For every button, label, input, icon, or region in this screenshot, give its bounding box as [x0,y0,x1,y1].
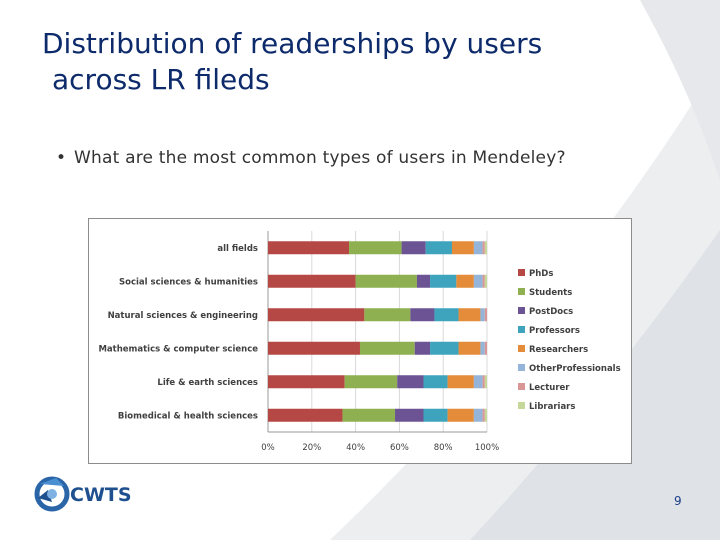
category-label: Natural sciences & engineering [108,311,258,321]
bar-segment [268,408,343,422]
category-label: Social sciences & humanities [119,277,258,287]
bar-segment [364,308,411,322]
legend-label: Lecturer [529,383,570,393]
x-tick-label: 0% [261,443,275,453]
bar-segment [268,341,360,355]
bar-segment [482,241,485,255]
legend-swatch [518,364,525,371]
x-tick-label: 100% [475,443,499,453]
bar-segment [349,241,402,255]
bar-segment [410,308,435,322]
bar-segment [484,241,487,255]
bar-segment [484,274,487,288]
bar-segment [482,375,485,389]
bar-segment [430,341,459,355]
legend-swatch [518,288,525,295]
bar-segment [458,308,481,322]
bullet-text: What are the most common types of users … [74,148,566,168]
x-tick-label: 20% [302,443,321,453]
stacked-bar-chart: 0% 20% 40% 60% 80% 100% all fields Social scien… [98,231,621,453]
bar-segment [480,308,485,322]
category-label: Life & earth sciences [157,378,258,388]
legend-swatch [518,402,525,409]
bar-segment [344,375,398,389]
legend-label: Students [529,288,572,298]
slide-title-line2: across LR fileds [52,63,270,96]
bar-segment [359,341,415,355]
legend-swatch [518,307,525,314]
slide-title: Distribution of readerships by users acr… [42,26,542,98]
bar-segment [268,375,345,389]
slide-title-line1: Distribution of readerships by users [42,27,543,60]
bar-segment [473,274,483,288]
category-label: all fields [217,244,258,254]
bar-segment [482,408,485,422]
bar-segment [423,408,448,422]
bar-segment [456,274,474,288]
legend-label: OtherProfessionals [529,364,621,374]
bar-segment [342,408,396,422]
bar-segment [480,341,485,355]
bar-segment [484,408,487,422]
x-tick-label: 60% [390,443,409,453]
legend-label: Researchers [529,345,588,355]
bar-segment [268,241,350,255]
legend-swatch [518,269,525,276]
bar-segment [268,274,356,288]
bar-segment [395,408,424,422]
cwts-logo-icon [34,476,70,512]
bar-segment [414,341,431,355]
bar-segment [484,341,487,355]
category-label: Mathematics & computer science [98,344,258,354]
bullet-icon: • [56,148,67,168]
x-tick-label: 80% [434,443,453,453]
x-tick-label: 40% [346,443,365,453]
legend-label: Professors [529,326,580,336]
bar-segment [434,308,459,322]
bar-segment [451,241,474,255]
legend-label: PhDs [529,269,553,279]
bar-segment [458,341,481,355]
bar-segment [430,274,457,288]
bar-segment [447,375,474,389]
bar-segment [484,308,487,322]
bar-segment [355,274,417,288]
bar-segment [397,375,424,389]
chart-frame: 0% 20% 40% 60% 80% 100% all fields Social scien… [88,218,632,464]
bar-segment [473,375,483,389]
bar-segment [484,375,487,389]
bar-segment [473,241,483,255]
bar-segment [423,375,448,389]
bar-segment [447,408,474,422]
bar-segment [482,274,485,288]
bar-segment [416,274,431,288]
bullet-point: • What are the most common types of users… [56,148,566,168]
legend-label: PostDocs [529,307,573,317]
bar-segment [425,241,452,255]
bar-segment [473,408,483,422]
bar-segment [401,241,426,255]
legend-swatch [518,383,525,390]
bar-segment [268,308,365,322]
legend-label: Librariars [529,402,575,412]
logo-text: CWTS [70,484,132,506]
category-label: Biomedical & health sciences [118,411,258,421]
legend-swatch [518,345,525,352]
page-number: 9 [674,494,682,508]
legend-swatch [518,326,525,333]
